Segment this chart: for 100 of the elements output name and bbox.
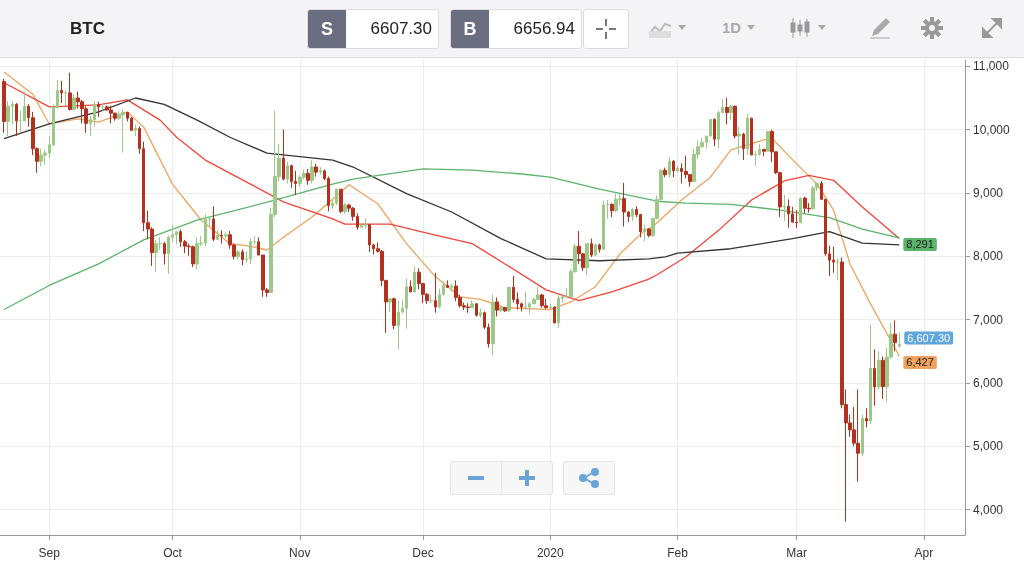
candlestick [360,222,363,229]
candlestick [216,229,219,240]
candlestick [647,227,651,238]
candlestick [725,97,729,126]
candlestick [236,249,240,260]
candlestick [368,223,371,253]
candlestick [224,231,228,239]
candlestick [364,217,367,229]
candlestick [663,167,667,178]
candlestick [97,101,100,118]
candlestick [314,163,318,178]
candlestick [881,355,885,400]
line-series [3,97,900,262]
y-tick-label: 6,000 [973,376,1004,390]
data-label: 6,427 [906,356,934,369]
annotation: 6,607.30 [907,332,951,345]
candlestick [832,246,835,274]
candlestick [466,302,470,314]
candlestick [783,194,786,222]
candlestick [803,196,807,214]
candlestick [392,297,396,330]
y-tick-label: 4,000 [973,502,1004,517]
candlestick [64,89,67,107]
candlestick [668,157,671,179]
candlestick [388,297,392,313]
candlestick [499,305,503,313]
candlestick [536,286,540,301]
candlestick [195,236,199,271]
candlestick [249,237,252,265]
candlestick [836,257,839,281]
candlestick [877,350,881,390]
candlestick [787,198,790,229]
y-tick-label: 7,000 [973,312,1004,327]
y-tick-label: 11,000 [973,59,1010,74]
candlestick [676,165,679,174]
candlestick [614,193,618,213]
candlestick [811,185,815,210]
candlestick [212,205,215,242]
candlestick [134,124,137,137]
candlestick [310,159,314,184]
candlestick [68,72,72,112]
candlestick [413,265,416,293]
candlestick [622,182,626,228]
x-tick-label: Mar [786,546,807,560]
x-tick-label: 2020 [536,546,564,560]
text: S [308,10,346,48]
candlestick [733,105,737,140]
candlestick [631,207,634,222]
text: B [451,10,489,48]
candlestick [121,108,125,153]
candlestick [241,248,244,266]
candlestick [590,238,593,258]
candlestick [737,126,741,156]
candlestick [507,286,511,312]
candlestick [154,239,158,273]
candlestick [343,202,347,215]
candlestick [762,148,766,157]
candlestick [479,307,482,319]
candlestick [750,117,753,156]
y-tick-label: 9,000 [973,186,1004,200]
candlestick [865,407,868,428]
data-label: 8,291 [906,238,934,251]
candlestick [2,78,6,134]
candlestick [856,388,860,483]
y-tick-label: 5,000 [973,439,1004,454]
candlestick [746,113,749,156]
candlestick [446,279,449,289]
candlestick [898,331,901,349]
candlestick [553,305,556,324]
candlestick [549,303,552,310]
candlestick [163,241,166,266]
candlestick [544,298,548,310]
candlestick [335,188,338,206]
candlestick [602,200,605,251]
candlestick [39,148,43,167]
candlestick [766,130,770,152]
y-tick-label: 10,000 [973,122,1011,137]
candlestick [585,243,589,276]
candlestick [598,243,601,254]
candlestick [130,116,133,132]
candlestick [298,174,302,188]
candlestick [491,293,495,356]
candlestick [339,188,343,214]
candlestick [672,159,675,178]
candlestick [72,93,76,112]
line-series [3,168,900,311]
candlestick [220,229,223,245]
candlestick [643,224,646,242]
text: 6656.94 [512,18,576,40]
candlestick [861,414,864,457]
candlestick [795,209,798,229]
candlestick [540,293,544,309]
candlestick [557,293,560,329]
x-tick-label: Oct [163,546,183,560]
candlestick [434,272,437,314]
candlestick [450,283,453,293]
text: 6607.30 [369,18,433,40]
candlestick [495,297,499,317]
candlestick [799,196,802,224]
candlestick [397,300,400,350]
